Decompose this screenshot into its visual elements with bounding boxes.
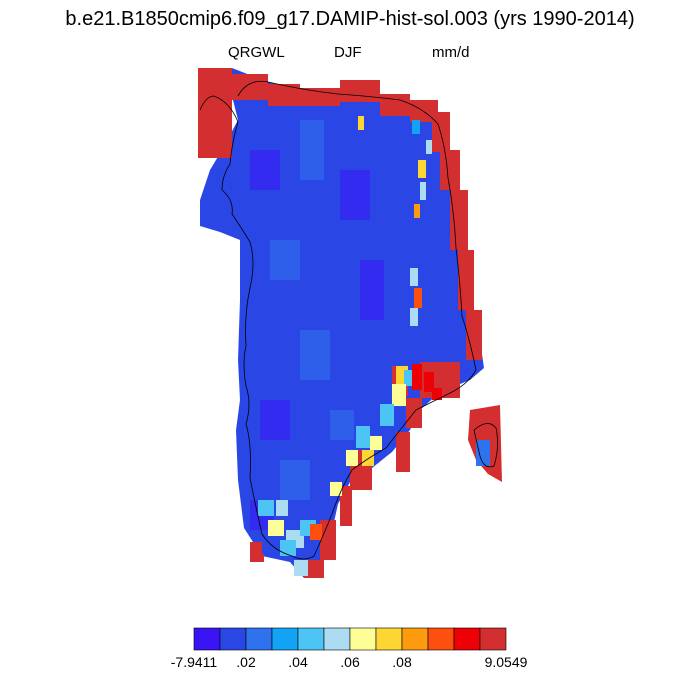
coastal-cell: [340, 80, 380, 102]
colorbar-segment: [375, 627, 403, 651]
anomaly-cell: [418, 160, 426, 178]
land-cell: [260, 400, 290, 440]
colorbar-label: -7.9411: [170, 654, 218, 670]
coastal-cell: [232, 74, 268, 100]
island-coastline: [473, 423, 498, 468]
colorbar-segment: [245, 627, 273, 651]
colorbar-labels: -7.9411 .02 .04 .06 .08 9.0549: [0, 654, 700, 674]
anomaly-cell: [262, 540, 274, 554]
anomaly-cell: [410, 308, 418, 326]
anomaly-cell: [258, 500, 274, 516]
colorbar-segment: [401, 627, 429, 651]
colorbar-segment: [349, 627, 377, 651]
anomaly-cell: [414, 204, 420, 218]
anomaly-cell: [420, 182, 426, 200]
season-label: DJF: [334, 44, 362, 61]
anomaly-cell: [424, 372, 434, 392]
anomaly-cell: [276, 500, 288, 516]
colorbar-label: .08: [392, 654, 412, 670]
coastal-cell: [396, 432, 410, 472]
anomaly-cell: [414, 288, 422, 308]
units-label: mm/d: [432, 44, 470, 61]
land-cell: [360, 260, 384, 320]
colorbar-segment: [271, 627, 299, 651]
anomaly-cell: [412, 364, 422, 390]
land-cell: [250, 150, 280, 190]
variable-label: QRGWL: [228, 44, 285, 61]
land-cell: [300, 120, 324, 180]
land-cell: [300, 330, 330, 380]
colorbar-segment: [323, 627, 351, 651]
coastal-cell: [340, 486, 352, 526]
colorbar-segment: [479, 627, 507, 651]
island-inner-cell: [476, 440, 490, 466]
anomaly-cell: [362, 450, 374, 466]
land-cell: [340, 170, 370, 220]
coastal-cell: [450, 190, 468, 250]
anomaly-cell: [380, 404, 394, 426]
anomaly-cell: [410, 268, 418, 286]
colorbar-segment: [219, 627, 247, 651]
coastal-cell: [440, 150, 460, 190]
land-region: [200, 68, 484, 578]
anomaly-cell: [358, 116, 364, 130]
colorbar-segment: [427, 627, 455, 651]
anomaly-cell: [426, 140, 432, 154]
coastal-cell: [300, 88, 340, 106]
anomaly-cell: [280, 540, 296, 556]
anomaly-cell: [432, 388, 442, 400]
anomaly-cell: [294, 560, 308, 576]
anomaly-cell: [310, 524, 322, 540]
anomaly-cell: [412, 120, 420, 134]
anomaly-cell: [370, 436, 382, 450]
anomaly-cell: [404, 370, 414, 386]
colorbar-segment: [297, 627, 325, 651]
anomaly-cells: [258, 116, 442, 576]
coastal-cell: [432, 112, 450, 152]
map-title: b.e21.B1850cmip6.f09_g17.DAMIP-hist-sol.…: [65, 8, 635, 30]
coastal-cell: [304, 560, 324, 578]
coastal-cell: [466, 310, 482, 360]
land-cell: [330, 410, 354, 440]
coastline-path: [199, 80, 477, 560]
colorbar-label: 9.0549: [484, 654, 528, 670]
colorbar-segment: [193, 627, 221, 651]
colorbar-segment: [453, 627, 481, 651]
colorbar-label: .04: [288, 654, 308, 670]
land-field: [200, 68, 484, 578]
colorbar-label: .02: [236, 654, 256, 670]
anomaly-cell: [356, 426, 370, 448]
anomaly-cell: [392, 384, 406, 406]
anomaly-cell: [268, 520, 284, 536]
colorbar: [193, 627, 507, 651]
land-cell: [280, 460, 310, 500]
coastal-cell: [380, 94, 410, 116]
land-cell: [270, 240, 300, 280]
colorbar-label: .06: [340, 654, 360, 670]
coastal-cell: [268, 84, 300, 106]
coastal-field: [198, 68, 502, 578]
coastal-cell: [410, 100, 438, 122]
coastal-cell: [320, 520, 336, 560]
coastal-cell: [198, 68, 232, 158]
coastal-cell: [250, 542, 264, 562]
anomaly-cell: [330, 482, 342, 496]
coastline: [199, 80, 498, 560]
coastal-cell: [458, 250, 474, 310]
anomaly-cell: [346, 450, 358, 466]
